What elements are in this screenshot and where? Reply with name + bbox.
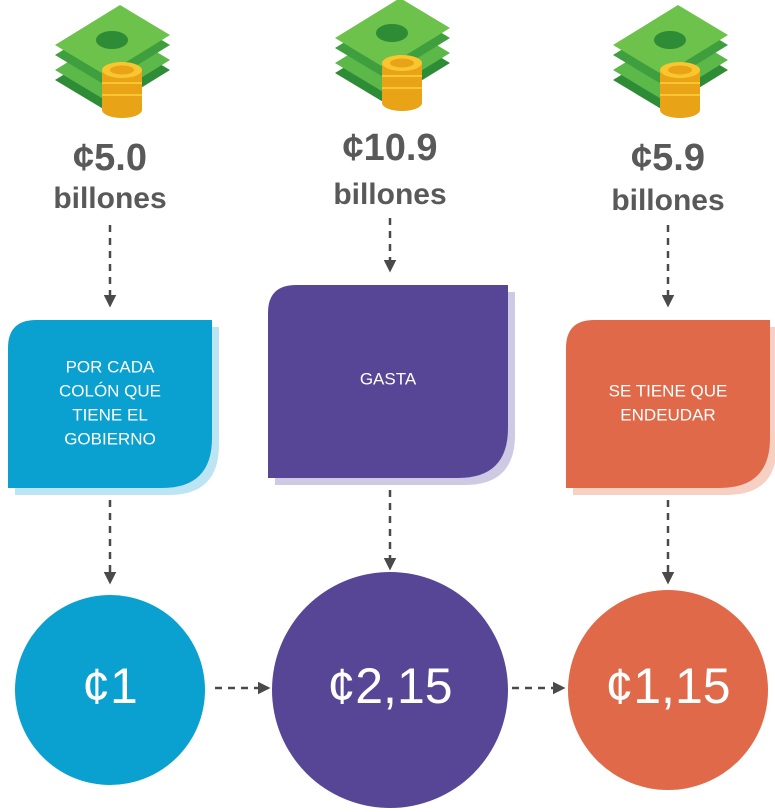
circle-text: ¢1,15 bbox=[605, 658, 730, 714]
money-icon bbox=[334, 0, 451, 112]
box bbox=[268, 285, 508, 478]
unit: billones bbox=[333, 178, 446, 211]
box-text: SE TIENE QUE bbox=[609, 381, 728, 400]
circle-text: ¢2,15 bbox=[327, 658, 452, 714]
box bbox=[8, 320, 212, 488]
box-text: POR CADA bbox=[66, 357, 155, 376]
money-icon bbox=[612, 4, 729, 119]
unit: billones bbox=[53, 182, 166, 215]
circle bbox=[568, 590, 768, 790]
circle bbox=[272, 572, 508, 808]
amount: ¢5.0 bbox=[73, 137, 147, 179]
amount: ¢5.9 bbox=[631, 137, 705, 179]
box-text: TIENE EL bbox=[72, 405, 148, 424]
box-text: GASTA bbox=[360, 369, 417, 388]
box-text: GOBIERNO bbox=[64, 429, 156, 448]
box-text: COLÓN QUE bbox=[59, 381, 161, 400]
amount: ¢10.9 bbox=[342, 127, 437, 169]
box-text: ENDEUDAR bbox=[620, 405, 715, 424]
circle-text: ¢1 bbox=[82, 658, 138, 714]
unit: billones bbox=[611, 184, 724, 217]
circle bbox=[15, 595, 205, 785]
box bbox=[566, 320, 770, 488]
money-icon bbox=[54, 4, 171, 119]
